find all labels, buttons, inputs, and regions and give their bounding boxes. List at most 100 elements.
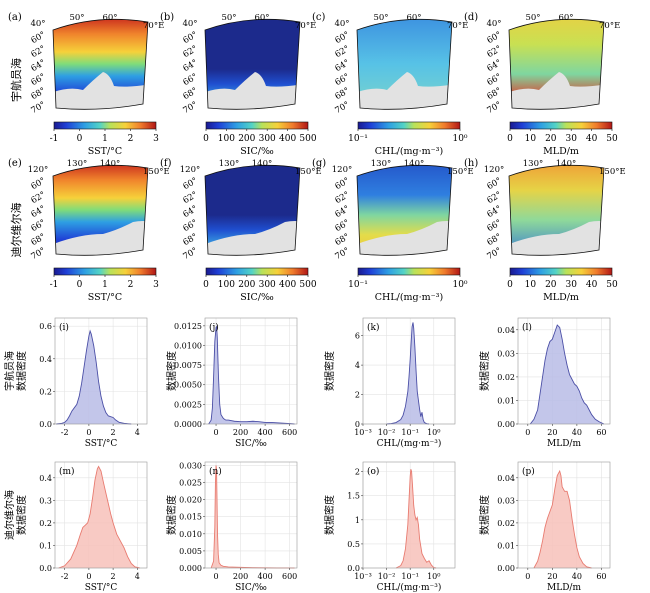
y-tick-label: 0.030 bbox=[179, 461, 202, 470]
map-field bbox=[357, 165, 452, 256]
panel-label: (k) bbox=[367, 322, 379, 333]
lat-tick-label: 64° bbox=[485, 58, 503, 74]
map-field bbox=[205, 19, 300, 110]
y-tick-label: 0.005 bbox=[179, 547, 202, 556]
lat-tick-label: 62° bbox=[333, 190, 351, 206]
colorbar: -1 0 1 2 3 SST/°C bbox=[50, 267, 159, 303]
lat-tick-label: 66° bbox=[333, 218, 351, 234]
lat-tick-label: 66° bbox=[485, 72, 503, 88]
y-tick-label: 0 bbox=[355, 420, 360, 429]
colorbar-tick-label: 10⁻¹ bbox=[348, 280, 368, 290]
colorbar-title: SIC/‰ bbox=[240, 146, 274, 157]
colorbar: 0 10 20 30 40 50 MLD/m bbox=[507, 267, 618, 303]
colorbar: -1 0 1 2 3 SST/°C bbox=[50, 121, 159, 157]
map-frame bbox=[204, 164, 301, 256]
y-tick-label: 0.6 bbox=[39, 322, 52, 331]
lon-tick-label: 130° bbox=[371, 159, 391, 169]
y-tick-label: 0.01 bbox=[497, 396, 515, 405]
lon-tick-label: 70°E bbox=[295, 21, 316, 31]
density-line bbox=[395, 469, 437, 569]
colorbar-tick-label: 50 bbox=[606, 280, 618, 290]
density-line bbox=[529, 324, 605, 425]
map-frame bbox=[356, 18, 453, 110]
lat-tick-label: 62° bbox=[181, 190, 199, 206]
lat-tick-label: 60° bbox=[333, 176, 351, 192]
y-tick-label: 0.03 bbox=[497, 349, 515, 358]
lat-tick-label: 70° bbox=[333, 100, 351, 116]
y-axis-label: 数据密度 bbox=[323, 351, 336, 391]
lat-tick-label: 70° bbox=[29, 100, 47, 116]
x-tick-label: 0 bbox=[213, 572, 218, 581]
x-tick-label: 20 bbox=[547, 572, 557, 581]
lat-tick-label: 64° bbox=[29, 204, 47, 220]
colorbar-tick-label: 0 bbox=[77, 280, 83, 290]
lon-tick-label: 40° bbox=[30, 19, 45, 29]
y-axis-label: 数据密度 bbox=[15, 351, 28, 391]
colorbar-tick-label: 300 bbox=[259, 134, 276, 144]
colorbar-title: SST/°C bbox=[88, 146, 122, 157]
lat-tick-label: 62° bbox=[29, 44, 47, 60]
panel-label: (m) bbox=[59, 466, 75, 477]
y-tick-label: 0.0000 bbox=[174, 420, 202, 429]
colorbar-tick-label: 50 bbox=[606, 134, 618, 144]
y-tick-label: 0.4 bbox=[39, 355, 52, 364]
plot-frame bbox=[362, 461, 456, 569]
lat-tick-label: 68° bbox=[181, 232, 199, 248]
map-frame bbox=[508, 18, 605, 110]
x-axis-label: SIC/‰ bbox=[235, 439, 267, 449]
y-tick-label: 0.2 bbox=[39, 519, 52, 528]
x-tick-label: 400 bbox=[257, 572, 272, 581]
lon-tick-label: 50° bbox=[525, 13, 540, 23]
x-axis-label: SST/°C bbox=[85, 583, 118, 593]
colorbar-tick-label: 10⁰ bbox=[452, 134, 467, 144]
lon-tick-label: 40° bbox=[486, 19, 501, 29]
panel-label: (p) bbox=[522, 466, 535, 477]
lon-tick-label: 70°E bbox=[143, 21, 164, 31]
lon-tick-label: 140° bbox=[252, 159, 272, 169]
plot-area bbox=[205, 462, 297, 568]
x-tick-label: 20 bbox=[547, 428, 557, 437]
lat-tick-label: 62° bbox=[485, 44, 503, 60]
colorbar-gradient bbox=[357, 121, 461, 130]
lon-tick-label: 50° bbox=[221, 13, 236, 23]
x-tick-label: 200 bbox=[233, 572, 248, 581]
density-panel: 0.0 0.5 1 1.5 2 10⁻³ 10⁻² 10⁻¹ 10⁰ (o) CHL/(mg·m⁻³… bbox=[323, 461, 456, 593]
density-area bbox=[58, 466, 140, 568]
colorbar-tick-label: 20 bbox=[545, 280, 557, 290]
y-tick-label: 0.000 bbox=[179, 564, 202, 573]
map-panel: (d)40°50° 60°70°E60°62°64°66°68°70°0 10 20 3… bbox=[464, 12, 620, 157]
x-tick-label: 40 bbox=[572, 572, 582, 581]
map-field bbox=[53, 19, 148, 110]
map-panel: (h) 120° 130° 140° 150°E 60°62°64°66°68°70° 0 1… bbox=[464, 158, 626, 303]
plot-frame bbox=[204, 461, 298, 569]
x-tick-label: 10⁻¹ bbox=[401, 428, 419, 437]
colorbar-tick-label: 1 bbox=[102, 134, 108, 144]
map-panel: (g) 120° 130° 140° 150°E 60°62°64°66°68°70° 10… bbox=[312, 158, 474, 303]
colorbar-tick-label: 0 bbox=[507, 280, 513, 290]
density-area bbox=[208, 326, 295, 424]
lon-tick-label: 60° bbox=[254, 13, 269, 23]
colorbar-tick-label: 0 bbox=[507, 134, 513, 144]
map-panel: (a)40°50° 60°70°E60°62°64°66°68°70°-1 0 1 2 3… bbox=[8, 12, 164, 157]
map-frame bbox=[508, 164, 605, 256]
y-tick-label: 0.010 bbox=[179, 530, 202, 539]
lon-tick-label: 140° bbox=[556, 159, 576, 169]
y-tick-label: 0.015 bbox=[179, 513, 202, 522]
panel-label: (b) bbox=[160, 12, 174, 23]
colorbar-tick-label: 10⁰ bbox=[452, 280, 467, 290]
x-tick-label: 0 bbox=[86, 572, 91, 581]
lat-tick-label: 62° bbox=[333, 44, 351, 60]
colorbar-tick-label: 500 bbox=[299, 134, 316, 144]
lat-tick-label: 62° bbox=[29, 190, 47, 206]
lon-tick-label: 60° bbox=[406, 13, 421, 23]
y-tick-label: 2 bbox=[355, 468, 360, 477]
x-axis-label: SIC/‰ bbox=[235, 583, 267, 593]
panel-label: (e) bbox=[8, 158, 22, 169]
lon-tick-label: 150°E bbox=[447, 167, 474, 177]
colorbar-gradient bbox=[205, 267, 309, 276]
lat-tick-label: 60° bbox=[29, 30, 47, 46]
land-mass bbox=[509, 72, 604, 110]
lat-tick-label: 68° bbox=[333, 232, 351, 248]
y-tick-label: 0.00 bbox=[497, 420, 515, 429]
colorbar-gradient bbox=[509, 267, 613, 276]
